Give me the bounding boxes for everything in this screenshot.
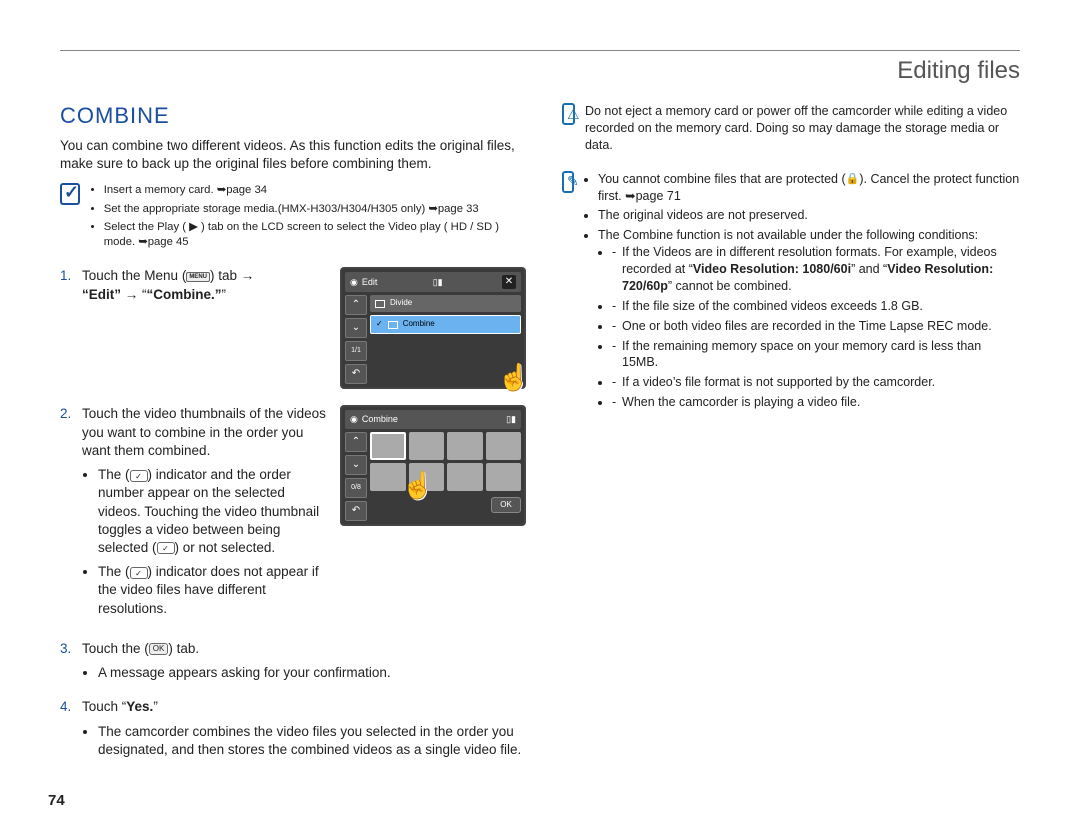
video-thumb: [447, 432, 483, 460]
warning-icon: [562, 103, 575, 125]
warning-text: Do not eject a memory card or power off …: [585, 103, 1020, 157]
check-indicator-icon: ✓: [130, 567, 148, 579]
lock-icon: 🔒: [846, 172, 860, 187]
step3-bullet: A message appears asking for your confir…: [98, 664, 526, 682]
page-label: 1/1: [345, 341, 367, 361]
checkmark-icon: [60, 183, 80, 205]
combine-row: ✓Combine: [370, 315, 521, 334]
cond-item: If a video’s file format is not supporte…: [612, 374, 1020, 391]
video-thumb: [370, 432, 406, 460]
count-label: 0/8: [345, 478, 367, 498]
cond-item: When the camcorder is playing a video fi…: [612, 394, 1020, 411]
check-indicator-icon: ✓: [157, 542, 175, 554]
cond-item: One or both video files are recorded in …: [612, 318, 1020, 335]
prereq-item: Insert a memory card. ➥page 34: [104, 183, 526, 198]
cond-item: If the file size of the combined videos …: [612, 298, 1020, 315]
section-title: COMBINE: [60, 103, 526, 129]
video-thumb: [409, 432, 445, 460]
lcd-edit-screen: ◉ Edit ▯▮ ✕ ⌃ ⌄ 1/1: [340, 267, 526, 389]
step-3: 3. Touch the (OK) tab. A message appears…: [60, 640, 526, 682]
chapter-title: Editing files: [60, 57, 1020, 85]
prereq-item: Select the Play ( ▶ ) tab on the LCD scr…: [104, 220, 526, 251]
play-icon: ◉: [350, 413, 358, 425]
step2-bullet: The (✓) indicator and the order number a…: [98, 466, 330, 557]
down-icon: ⌄: [345, 455, 367, 475]
ok-icon: OK: [149, 643, 169, 655]
step4-bullet: The camcorder combines the video files y…: [98, 723, 526, 759]
notes-list: You cannot combine files that are protec…: [584, 171, 1020, 414]
up-icon: ⌃: [345, 295, 367, 315]
note-icon: [562, 171, 574, 193]
back-icon: ↶: [345, 501, 367, 521]
video-thumb: [447, 463, 483, 491]
step-4: 4. Touch “Yes.” The camcorder combines t…: [60, 698, 526, 759]
close-icon: ✕: [502, 275, 516, 289]
up-icon: ⌃: [345, 432, 367, 452]
touch-hand-icon: ☝: [498, 360, 530, 395]
page-number: 74: [48, 792, 65, 809]
lcd-combine-screen: ◉ Combine ▯▮ ⌃ ⌄ 0/8 ↶: [340, 405, 526, 525]
prereq-list: Insert a memory card. ➥page 34 Set the a…: [90, 183, 526, 253]
battery-icon: ▯▮: [433, 276, 443, 288]
play-icon: ◉: [350, 276, 358, 288]
note-item: The Combine function is not available un…: [598, 227, 1020, 411]
cond-item: If the remaining memory space on your me…: [612, 338, 1020, 372]
step-2: 2. Touch the video thumbnails of the vid…: [60, 405, 526, 623]
check-indicator-icon: ✓: [130, 470, 148, 482]
cond-item: If the Videos are in different resolutio…: [612, 244, 1020, 295]
menu-icon: MENU: [186, 272, 210, 282]
note-item: The original videos are not preserved.: [598, 207, 1020, 224]
divide-row: Divide: [370, 295, 521, 312]
step2-bullet: The (✓) indicator does not appear if the…: [98, 563, 330, 618]
ok-button-icon: OK: [491, 497, 521, 513]
back-icon: ↶: [345, 364, 367, 384]
video-thumb: [370, 463, 406, 491]
touch-hand-icon: ☝: [402, 468, 434, 503]
note-item: You cannot combine files that are protec…: [598, 171, 1020, 205]
down-icon: ⌄: [345, 318, 367, 338]
video-thumb: [486, 432, 522, 460]
battery-icon: ▯▮: [506, 413, 516, 425]
step-1: 1. Touch the Menu (MENU) tab → “Edit” → …: [60, 267, 526, 389]
video-thumb: [486, 463, 522, 491]
section-intro: You can combine two different videos. As…: [60, 137, 526, 173]
prereq-item: Set the appropriate storage media.(HMX-H…: [104, 202, 526, 217]
